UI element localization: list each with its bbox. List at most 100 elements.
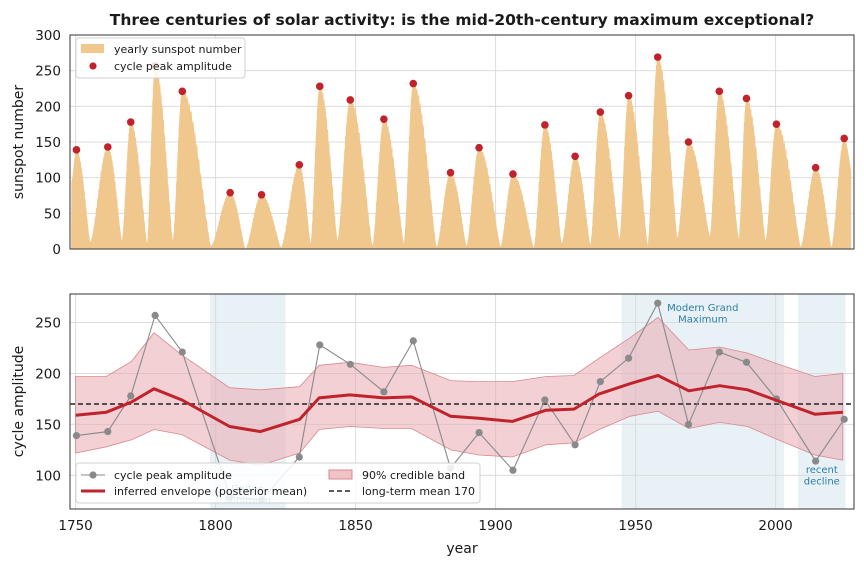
bottom-y-tick-label: 100: [35, 468, 61, 484]
sunspot-peak-point: [72, 146, 81, 154]
bottom-legend-box: [75, 462, 481, 504]
legend-label-envelope: inferred envelope (posterior mean): [114, 485, 307, 498]
amplitude-peak-point: [715, 348, 723, 356]
sunspot-peak-point: [104, 143, 112, 151]
sunspot-peak-point: [226, 188, 234, 197]
top-y-axis-label: sunspot number: [11, 85, 27, 200]
sunspot-peak-point: [772, 120, 781, 128]
top-y-tick-label: 100: [35, 171, 61, 187]
amplitude-peak-point: [72, 432, 81, 440]
period-label: Modern Grand: [667, 303, 738, 314]
amplitude-peak-point: [346, 360, 354, 368]
x-tick-label: 1800: [198, 518, 232, 534]
period-label: Maximum: [678, 315, 727, 326]
top-y-tick-label: 300: [35, 28, 61, 44]
amplitude-peaks-line: [76, 301, 845, 501]
amplitude-peak-point: [625, 354, 633, 362]
bottom-y-axis-label: cycle amplitude: [11, 346, 27, 457]
x-tick-label: 1950: [618, 518, 652, 534]
period-label: recent: [806, 465, 838, 476]
sunspot-peak-point: [178, 87, 187, 96]
sunspot-peak-point: [715, 87, 724, 96]
x-tick-label: 1900: [478, 518, 512, 534]
amplitude-peak-point: [742, 358, 751, 366]
legend-marker-peak: [89, 62, 97, 70]
sunspot-peak-point: [571, 152, 579, 161]
top-y-tick-label: 0: [52, 242, 61, 258]
amplitude-peak-point: [509, 466, 517, 474]
amplitude-panel: DaltonMinimumModern GrandMaximumrecentde…: [11, 293, 855, 557]
top-legend-box: [75, 37, 246, 79]
amplitude-peak-point: [812, 457, 820, 465]
sunspot-area: [71, 56, 852, 250]
sunspot-peak-point: [126, 118, 135, 126]
chart-title: Three centuries of solar activity: is th…: [110, 11, 815, 29]
sunspot-peak-point: [811, 163, 820, 172]
amplitude-peak-point: [127, 392, 135, 400]
legend-label-peaks: cycle peak amplitude: [114, 469, 232, 482]
sunspot-peak-point: [409, 79, 418, 88]
legend-label-band: 90% credible band: [362, 469, 465, 482]
bottom-y-tick-label: 150: [35, 417, 61, 433]
x-tick-label: 1750: [58, 518, 92, 534]
sunspot-peak-point: [742, 94, 751, 103]
bottom-axes-frame: [69, 293, 855, 510]
sunspot-peak-point: [257, 190, 266, 199]
sunspot-peak-point: [624, 91, 633, 100]
period-label: decline: [804, 477, 840, 488]
bottom-y-tick-label: 200: [35, 366, 61, 382]
amplitude-peak-point: [409, 337, 417, 345]
amplitude-peak-point: [654, 299, 662, 307]
sunspot-peak-point: [446, 168, 455, 177]
sunspot-peak-point: [346, 96, 355, 104]
legend-label-peak: cycle peak amplitude: [114, 60, 232, 73]
x-axis-label: year: [446, 541, 477, 557]
legend-marker-peaks: [89, 471, 97, 479]
amplitude-peak-point: [151, 311, 159, 319]
amplitude-peak-point: [475, 428, 483, 437]
sunspot-peak-point: [541, 121, 549, 129]
top-axes-frame: [69, 34, 855, 250]
amplitude-peak-point: [178, 348, 186, 356]
amplitude-peak-point: [840, 415, 848, 423]
sunspot-panel: 0 50 100 150 200 250 300 sunspot number yearly…: [11, 28, 855, 258]
sunspot-peak-point: [475, 143, 483, 152]
sunspot-peak-point: [315, 82, 324, 91]
amplitude-peak-point: [380, 388, 388, 396]
sunspot-peak-point: [596, 108, 605, 116]
top-y-tick-label: 150: [35, 135, 61, 151]
legend-label-sunspot: yearly sunspot number: [114, 43, 242, 56]
top-y-tick-label: 200: [35, 99, 61, 115]
top-y-tick-labels: 0 50 100 150 200 250 300: [35, 28, 61, 258]
x-tick-label: 2000: [758, 518, 792, 534]
amplitude-peak-point: [571, 441, 579, 449]
amplitude-peak-point: [684, 420, 693, 429]
amplitude-peak-point: [295, 453, 303, 461]
envelope-line: [75, 374, 843, 434]
sunspot-peak-markers: [72, 53, 848, 199]
sunspot-peak-point: [653, 53, 662, 61]
legend-swatch-band: [328, 469, 353, 480]
bottom-legend: cycle peak amplitude inferred envelope (…: [75, 462, 481, 504]
bottom-y-tick-labels: 100 150 200 250: [35, 316, 61, 485]
amplitude-peak-point: [596, 378, 604, 386]
legend-label-mean: long-term mean 170: [362, 485, 475, 498]
sunspot-peak-point: [380, 115, 388, 123]
amplitude-peak-point: [541, 396, 549, 404]
envelope-mean-line: [75, 374, 843, 434]
sunspot-peak-point: [684, 138, 693, 146]
x-tick-label: 1850: [338, 518, 372, 534]
top-y-tick-label: 50: [44, 206, 61, 222]
amplitude-peak-point: [104, 427, 112, 436]
top-y-tick-label: 250: [35, 64, 61, 80]
amplitude-peak-point: [316, 341, 324, 349]
sunspot-peak-point: [509, 170, 517, 178]
sunspot-area-path: [71, 56, 852, 250]
sunspot-peak-point: [295, 161, 304, 169]
sunspot-peak-point: [840, 134, 848, 143]
x-tick-labels: 1750 1800 1850 1900 1950 2000: [58, 518, 792, 534]
top-legend: yearly sunspot number cycle peak amplitu…: [75, 37, 246, 79]
bottom-y-tick-label: 250: [35, 316, 61, 332]
legend-swatch-sunspot: [81, 44, 104, 53]
